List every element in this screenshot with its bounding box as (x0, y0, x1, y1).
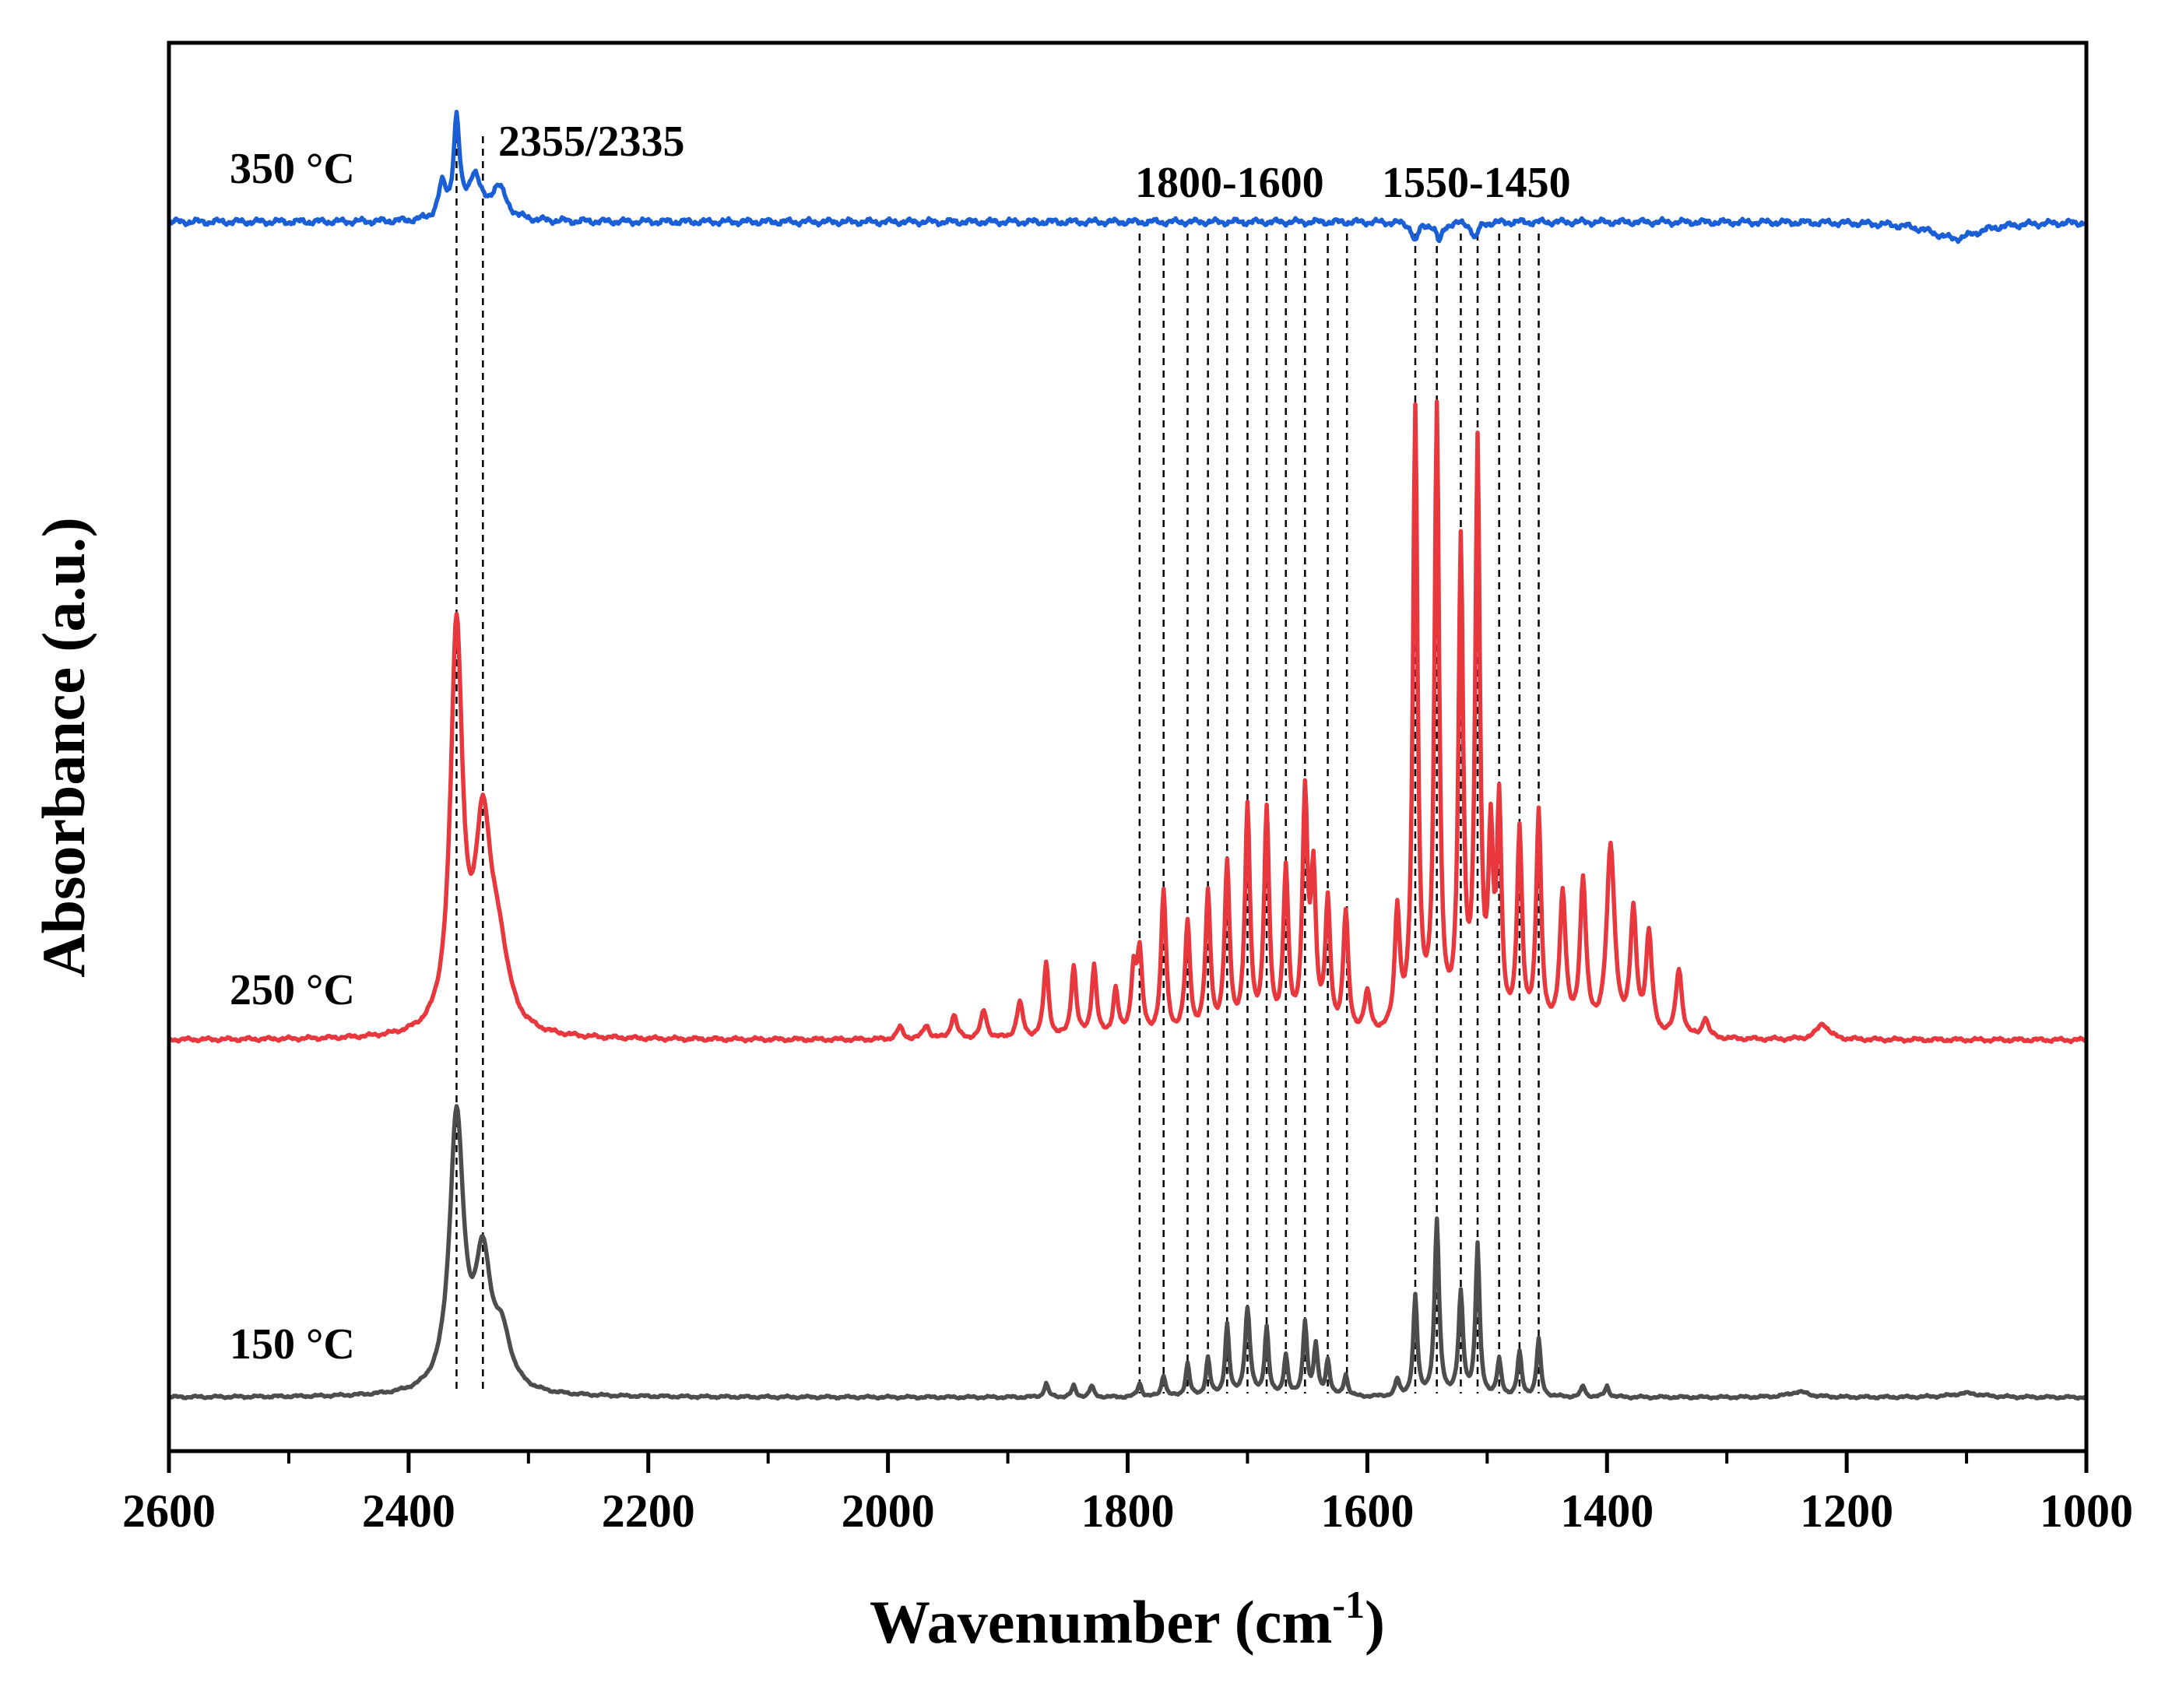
x-tick-label: 1400 (1560, 1485, 1654, 1537)
annotation-1800-1600: 1800-1600 (1135, 159, 1324, 207)
series-group (167, 109, 2089, 1401)
y-axis-label: Absorbance (a.u.) (30, 517, 97, 978)
x-axis-label: Wavenumber (cm-1) (870, 1583, 1385, 1656)
x-tick-label: 2000 (842, 1485, 935, 1537)
x-tick-label: 1600 (1320, 1485, 1414, 1537)
series-line-0 (167, 1104, 2088, 1401)
reference-lines (455, 136, 1540, 1393)
x-tick-label: 1800 (1081, 1485, 1175, 1537)
x-tick-label: 1200 (1800, 1485, 1893, 1537)
series-line-2 (167, 109, 2089, 244)
x-tick-label: 2200 (602, 1485, 695, 1537)
annotation-2355-2335: 2355/2335 (498, 118, 685, 166)
x-tick-label: 2400 (362, 1485, 455, 1537)
series-label-150: 150 °C (230, 1320, 355, 1369)
series-label-250: 250 °C (230, 966, 355, 1014)
series-line-1 (167, 399, 2088, 1045)
series-label-350: 350 °C (230, 145, 355, 193)
x-ticks: 2600 2400 2200 2000 1800 1600 1400 1200 1000 (122, 1451, 2133, 1537)
x-tick-label: 1000 (2040, 1485, 2133, 1537)
annotation-1550-1450: 1550-1450 (1382, 159, 1571, 207)
x-tick-label: 2600 (122, 1485, 216, 1537)
